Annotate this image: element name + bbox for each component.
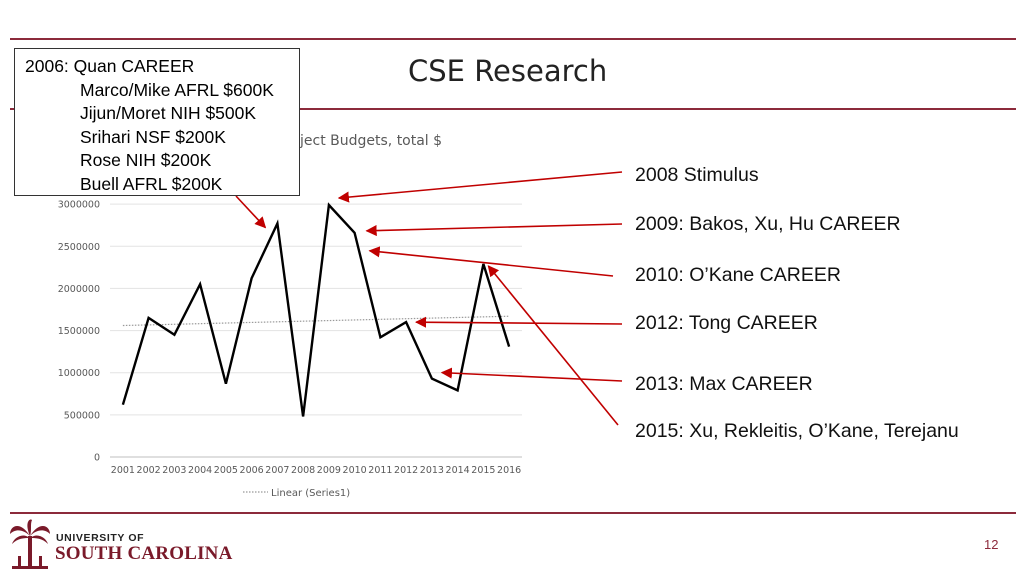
trendline xyxy=(122,315,510,327)
arrow-2013 xyxy=(440,367,623,382)
x-tick-label: 2011 xyxy=(368,465,392,476)
arrow-2012 xyxy=(415,316,623,328)
x-tick-label: 2003 xyxy=(162,465,186,476)
top-rule xyxy=(10,38,1016,40)
annotation-2012: 2012: Tong CAREER xyxy=(635,312,818,334)
arrow-2009 xyxy=(365,223,623,237)
x-tick-label: 2016 xyxy=(497,465,521,476)
annotation-2008: 2008 Stimulus xyxy=(635,164,759,186)
y-tick-label: 2000000 xyxy=(58,284,100,295)
x-tick-label: 2002 xyxy=(137,465,161,476)
note-line: Jijun/Moret NIH $500K xyxy=(80,103,257,123)
note-line: Rose NIH $200K xyxy=(80,150,212,170)
slide-title: CSE Research xyxy=(408,54,608,88)
x-tick-label: 2014 xyxy=(446,465,470,476)
university-of-label: UNIVERSITY OF xyxy=(56,532,145,544)
x-tick-label: 2006 xyxy=(240,465,264,476)
arrow-2008 xyxy=(337,171,623,203)
x-tick-label: 2010 xyxy=(343,465,367,476)
x-tick-label: 2015 xyxy=(471,465,495,476)
chart-title: ject Budgets, total $ xyxy=(299,133,442,149)
y-tick-label: 1000000 xyxy=(58,368,100,379)
y-tick-label: 3000000 xyxy=(58,200,100,211)
arrow-2006 xyxy=(235,195,267,229)
annotation-2015: 2015: Xu, Rekleitis, O’Kane, Terejanu xyxy=(635,420,959,442)
x-tick-label: 2013 xyxy=(420,465,444,476)
university-name: SOUTH CAROLINA xyxy=(55,543,233,564)
x-tick-label: 2008 xyxy=(291,465,315,476)
arrow-2015 xyxy=(487,265,619,426)
x-tick-label: 2001 xyxy=(111,465,135,476)
annotation-2009: 2009: Bakos, Xu, Hu CAREER xyxy=(635,213,901,235)
x-tick-label: 2007 xyxy=(265,465,289,476)
page-number: 12 xyxy=(984,537,999,552)
annotation-2013: 2013: Max CAREER xyxy=(635,373,813,395)
note-line: 2006: Quan CAREER xyxy=(25,56,195,76)
x-tick-label: 2012 xyxy=(394,465,418,476)
y-tick-label: 500000 xyxy=(64,410,100,421)
x-tick-label: 2005 xyxy=(214,465,238,476)
annotation-2010: 2010: O’Kane CAREER xyxy=(635,264,841,286)
x-tick-label: 2004 xyxy=(188,465,212,476)
arrow-2010 xyxy=(368,246,614,277)
footer-rule xyxy=(10,512,1016,514)
y-tick-label: 0 xyxy=(94,453,100,464)
y-tick-label: 1500000 xyxy=(58,326,100,337)
series-line xyxy=(121,202,511,417)
university-seal-logo xyxy=(10,519,50,569)
legend-trendline-label: Linear (Series1) xyxy=(271,488,350,499)
y-tick-label: 2500000 xyxy=(58,242,100,253)
note-line: Srihari NSF $200K xyxy=(80,126,226,147)
title-rule xyxy=(10,108,1016,110)
note-box-2006: 2006: Quan CAREER Marco/Mike AFRL $600K … xyxy=(14,48,300,196)
x-tick-label: 2009 xyxy=(317,465,341,476)
note-line: Marco/Mike AFRL $600K xyxy=(80,79,274,100)
note-line: Buell AFRL $200K xyxy=(80,173,223,194)
